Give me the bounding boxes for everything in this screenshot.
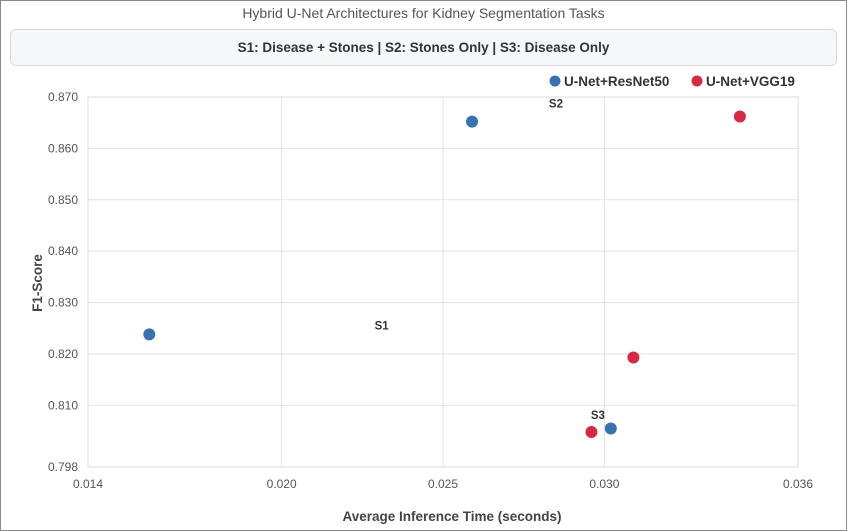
data-point-resnet50[interactable] xyxy=(466,115,479,128)
legend-label[interactable]: U-Net+ResNet50 xyxy=(564,74,669,89)
annotation-label: S3 xyxy=(591,410,605,422)
legend-swatch xyxy=(691,75,703,87)
y-tick-label: 0.840 xyxy=(48,244,78,258)
grid-lines xyxy=(87,96,799,468)
scenario-legend-box: S1: Disease + Stones | S2: Stones Only |… xyxy=(10,29,837,66)
legend-swatch xyxy=(549,75,561,87)
x-tick-label: 0.014 xyxy=(73,477,103,491)
x-tick-label: 0.025 xyxy=(428,477,458,491)
y-axis-ticks: 0.870 0.860 0.850 0.840 0.830 0.820 0.810 0.798 xyxy=(48,90,78,474)
annotations: S1 S2 S3 xyxy=(375,98,605,422)
chart-title: Hybrid U-Net Architectures for Kidney Se… xyxy=(242,5,605,21)
y-tick-label: 0.830 xyxy=(48,296,78,310)
annotation-label: S2 xyxy=(549,98,563,110)
data-point-vgg19[interactable] xyxy=(585,426,598,439)
data-point-vgg19[interactable] xyxy=(733,110,746,123)
y-tick-label: 0.820 xyxy=(48,347,78,361)
x-tick-label: 0.036 xyxy=(783,477,813,491)
y-tick-label: 0.850 xyxy=(48,193,78,207)
data-points xyxy=(143,110,746,439)
legend: U-Net+ResNet50 U-Net+VGG19 xyxy=(549,74,795,89)
y-axis-title: F1-Score xyxy=(30,254,45,312)
y-tick-label: 0.860 xyxy=(48,141,78,155)
y-tick-label: 0.798 xyxy=(48,460,78,474)
legend-label[interactable]: U-Net+VGG19 xyxy=(706,74,795,89)
x-axis-ticks: 0.014 0.020 0.025 0.030 0.036 xyxy=(73,477,813,491)
data-point-vgg19[interactable] xyxy=(627,351,640,364)
x-tick-label: 0.030 xyxy=(589,477,619,491)
annotation-label: S1 xyxy=(375,320,390,332)
x-axis-title: Average Inference Time (seconds) xyxy=(342,509,561,524)
scenario-legend-text: S1: Disease + Stones | S2: Stones Only |… xyxy=(237,40,610,55)
plot-area-border xyxy=(87,96,799,468)
x-tick-label: 0.020 xyxy=(267,477,297,491)
y-tick-label: 0.810 xyxy=(48,398,78,412)
data-point-resnet50[interactable] xyxy=(604,422,617,435)
data-point-resnet50[interactable] xyxy=(143,328,156,341)
y-tick-label: 0.870 xyxy=(48,90,78,104)
